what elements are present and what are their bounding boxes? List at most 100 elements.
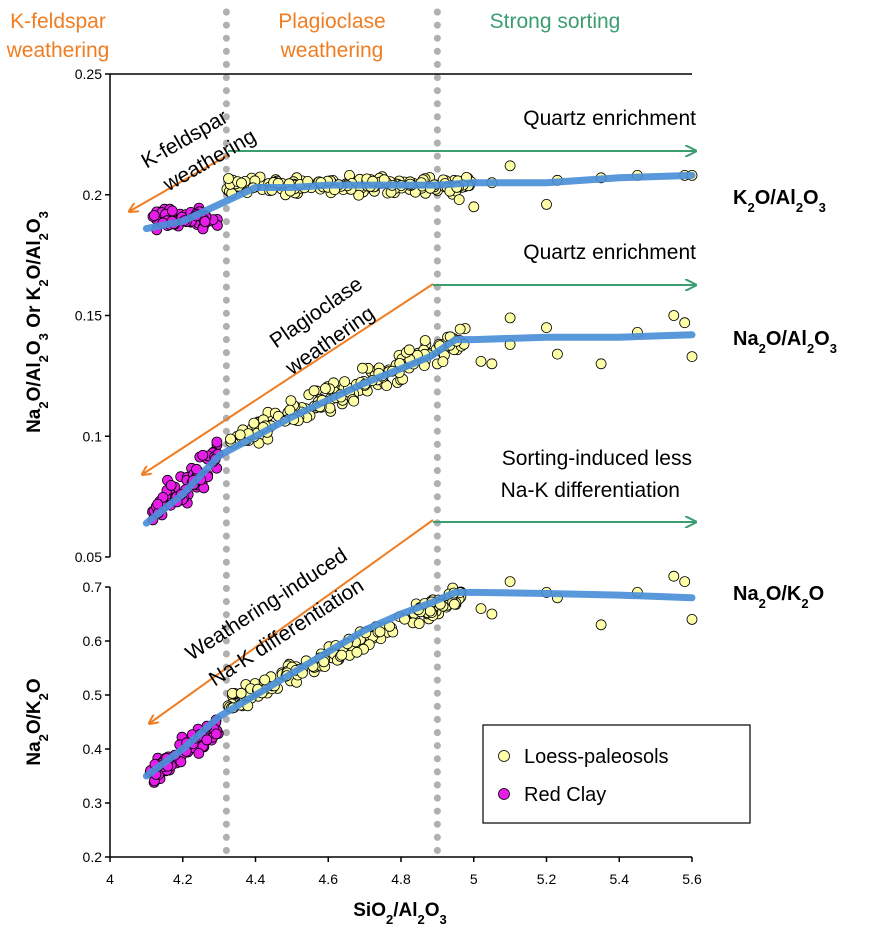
red-clay-point: [211, 436, 223, 448]
x-tick-label: 5.6: [682, 871, 702, 887]
loess-point: [351, 646, 363, 658]
phase-label: Strong sorting: [490, 10, 621, 33]
x-tick-label: 5: [470, 871, 478, 887]
loess-point: [419, 335, 431, 346]
loess-point: [348, 395, 360, 407]
y-axis-title-bottom: Na2O/K2O: [24, 678, 51, 765]
loess-point: [403, 344, 415, 356]
loess-point: [486, 608, 498, 620]
red-clay-point: [152, 498, 164, 510]
loess-point: [679, 576, 691, 587]
loess-point: [541, 198, 552, 210]
x-tick-label: 5.2: [537, 871, 557, 887]
loess-point: [259, 674, 271, 686]
loess-point: [437, 356, 449, 368]
loess-point: [668, 310, 680, 321]
svg-text:Na2O/K2O: Na2O/K2O: [24, 678, 51, 765]
red-clay-point: [199, 216, 211, 227]
loess-point: [595, 619, 607, 631]
phase-label-line2: weathering: [280, 39, 384, 62]
weathering-arrow: [130, 154, 229, 211]
loess-point: [486, 358, 498, 370]
y-tick-label-bottom: 0.3: [83, 795, 103, 811]
x-tick-label: 4: [106, 871, 114, 887]
phase-label-line2: weathering: [6, 39, 110, 62]
loess-point: [454, 323, 466, 335]
x-tick-label: 4.6: [319, 871, 339, 887]
x-tick-label: 4.2: [173, 871, 193, 887]
y-tick-label-top: 0.2: [83, 187, 103, 203]
x-tick-label: 5.4: [610, 871, 630, 887]
red-clay-point: [193, 748, 205, 759]
loess-point: [668, 570, 680, 582]
red-clay-point: [166, 205, 178, 217]
red-clay-point: [148, 210, 160, 221]
y-tick-label-top: 0.1: [83, 428, 103, 444]
legend-label: Red Clay: [524, 784, 606, 806]
red-clay-point: [201, 734, 213, 746]
y-tick-label-bottom: 0.2: [83, 849, 103, 865]
loess-point: [468, 201, 480, 213]
loess-point: [235, 687, 247, 699]
y-axis-title-top: Na2O/Al2O3 Or K2O/Al2O3: [24, 211, 51, 433]
weathering-arrow: [143, 283, 434, 474]
y-tick-label-bottom: 0.6: [83, 633, 103, 649]
trend-line: [142, 331, 696, 527]
loess-point: [504, 576, 516, 587]
loess-point: [248, 417, 260, 429]
legend-label: Loess-paleosols: [524, 746, 669, 768]
svg-text:Na2O/Al2O3 Or K2O/Al2O3: Na2O/Al2O3 Or K2O/Al2O3: [24, 211, 51, 433]
y-tick-label-top: 0.15: [75, 308, 102, 324]
loess-point: [413, 618, 425, 629]
annotation-sorting-line1: Sorting-induced less: [502, 447, 692, 470]
series-label-k2o-al2o3: K2O/Al2O3: [733, 187, 826, 215]
loess-point: [552, 348, 563, 360]
annotation-quartz-enrichment-1: Quartz enrichment: [523, 107, 696, 130]
annotation-sorting-line2: Na-K differentiation: [501, 479, 680, 502]
x-tick-label: 4.4: [246, 871, 266, 887]
loess-point: [686, 351, 698, 363]
y-tick-label-top: 0.05: [75, 549, 102, 565]
loess-point: [225, 433, 236, 445]
loess-point: [595, 358, 607, 370]
loess-point: [504, 312, 516, 324]
loess-point: [541, 322, 552, 334]
x-axis-title: SiO2/Al2O3: [353, 900, 447, 927]
annotation-quartz-enrichment-2: Quartz enrichment: [523, 241, 696, 264]
red-clay-point: [165, 479, 177, 491]
loess-point: [475, 603, 487, 614]
loess-point: [285, 395, 297, 407]
trend-line: [142, 171, 696, 233]
loess-point: [686, 614, 698, 625]
y-tick-label-bottom: 0.7: [83, 579, 103, 595]
loess-point: [453, 194, 465, 206]
y-tick-label-bottom: 0.5: [83, 687, 103, 703]
trend-line: [142, 588, 696, 780]
legend-box: [482, 724, 751, 824]
loess-point: [308, 385, 320, 397]
phase-label: K-feldspar: [10, 10, 106, 33]
weathering-arrow: [150, 519, 434, 723]
loess-point: [234, 429, 246, 441]
loess-point: [679, 317, 691, 329]
loess-point: [339, 376, 351, 388]
loess-point: [475, 355, 487, 367]
x-tick-label: 4.8: [391, 871, 411, 887]
loess-point: [236, 177, 247, 189]
loess-point: [504, 160, 516, 172]
legend-marker: [498, 788, 510, 800]
red-clay-point: [210, 728, 222, 740]
loess-point: [336, 649, 348, 661]
y-tick-label-top: 0.25: [75, 66, 102, 82]
legend-marker: [498, 750, 510, 762]
loess-point: [357, 362, 368, 374]
series-label-na2o-al2o3: Na2O/Al2O3: [733, 328, 837, 356]
series-label-na2o-k2o: Na2O/K2O: [733, 583, 824, 611]
red-clay-point: [197, 449, 209, 461]
loess-point: [353, 189, 365, 201]
y-tick-label-bottom: 0.4: [83, 741, 103, 757]
phase-label: Plagioclase: [278, 10, 385, 33]
loess-point: [223, 173, 234, 184]
loess-point: [448, 598, 460, 610]
